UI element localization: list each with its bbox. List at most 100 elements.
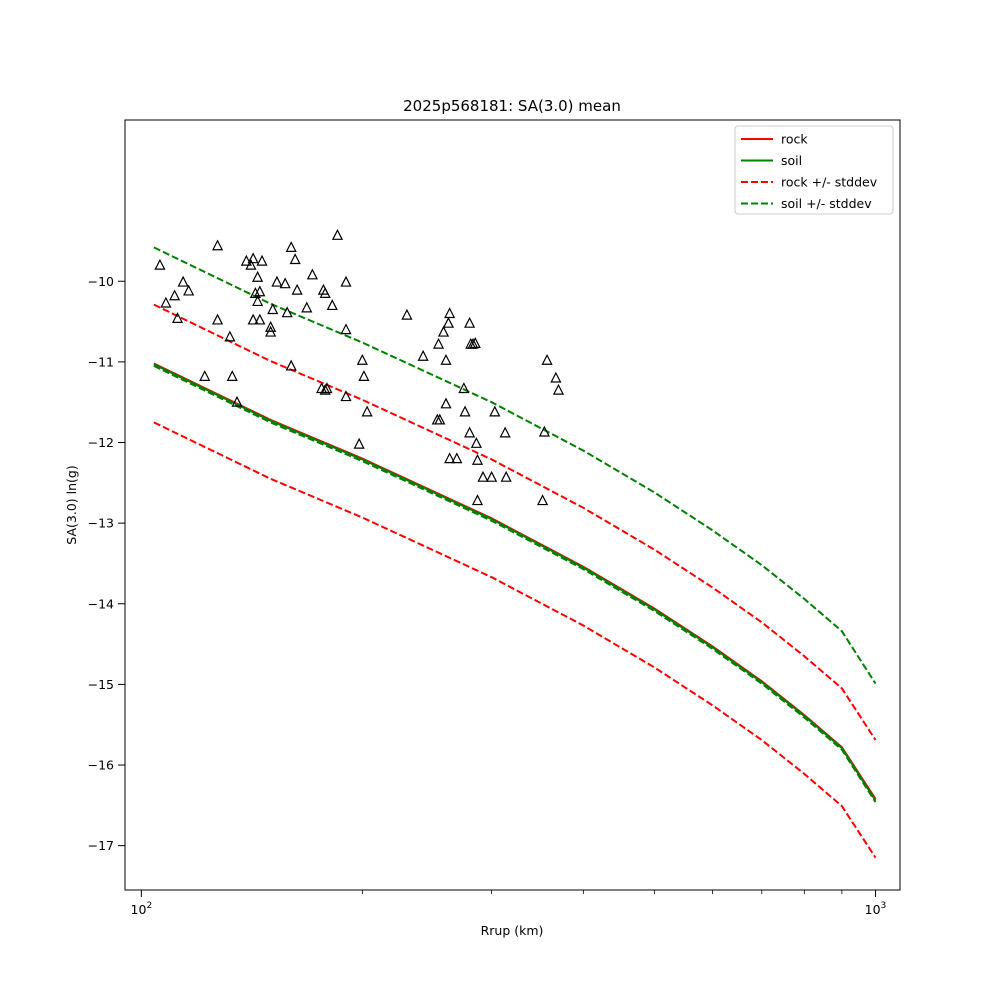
observation-marker xyxy=(477,470,489,482)
observation-marker xyxy=(486,470,498,482)
observation-marker xyxy=(401,308,413,320)
observation-marker xyxy=(489,405,501,417)
observation-marker xyxy=(247,313,259,325)
observation-marker xyxy=(183,284,195,296)
legend-label: soil +/- stddev xyxy=(781,196,872,211)
observation-marker xyxy=(340,275,352,287)
observation-marker xyxy=(361,405,373,417)
observation-marker xyxy=(340,390,352,402)
observation-marker xyxy=(254,285,266,297)
x-axis-label: Rrup (km) xyxy=(481,923,544,938)
observation-marker xyxy=(541,353,553,365)
observation-marker xyxy=(467,337,479,349)
legend-box xyxy=(734,125,894,215)
observation-marker xyxy=(285,241,297,252)
series-line-4 xyxy=(153,246,877,685)
observation-marker xyxy=(536,494,549,506)
observation-marker xyxy=(437,325,450,337)
y-tick-label: −17 xyxy=(88,838,114,853)
observation-marker xyxy=(249,287,261,298)
y-axis: −10 −11 −12 −13 −14 −15 −16 −17 xyxy=(88,274,125,853)
observation-marker xyxy=(319,287,331,298)
observation-marker xyxy=(301,301,313,313)
legend: rock soil rock +/- stddev soil +/- stddev xyxy=(734,125,894,215)
observation-marker xyxy=(265,320,277,332)
observation-marker xyxy=(550,371,562,383)
observation-marker xyxy=(552,383,565,395)
observation-marker xyxy=(444,307,456,319)
observation-marker xyxy=(459,405,471,417)
observation-marker xyxy=(500,470,512,482)
observation-marker xyxy=(281,306,293,318)
observation-marker xyxy=(252,295,264,307)
series-line-1 xyxy=(153,363,877,802)
observation-marker xyxy=(440,353,452,365)
observation-marker xyxy=(256,254,268,266)
y-tick-label: −13 xyxy=(88,516,114,531)
observation-marker xyxy=(451,452,463,464)
observation-marker xyxy=(254,313,266,325)
observation-marker xyxy=(464,426,476,438)
y-tick-label: −11 xyxy=(88,354,114,369)
observation-marker xyxy=(471,494,484,506)
observation-marker xyxy=(231,395,243,407)
chart-title: 2025p568181: SA(3.0) mean xyxy=(403,97,621,115)
observation-marker xyxy=(171,312,184,323)
observation-marker xyxy=(432,337,445,349)
observation-marker xyxy=(271,275,283,287)
observation-marker xyxy=(440,397,452,409)
observation-marker xyxy=(469,337,481,348)
y-tick-label: −16 xyxy=(88,758,114,773)
observation-marker xyxy=(265,325,277,337)
observation-marker xyxy=(356,353,368,365)
observation-marker xyxy=(240,254,252,266)
observation-marker xyxy=(417,349,429,361)
observation-marker xyxy=(306,268,318,280)
observation-marker xyxy=(211,239,224,251)
observation-marker xyxy=(252,270,264,282)
observation-marker xyxy=(319,383,331,395)
observation-marker xyxy=(279,277,291,289)
observation-marker xyxy=(247,252,259,264)
observation-marker xyxy=(340,323,352,335)
y-tick-label: −12 xyxy=(88,435,114,450)
observation-marker xyxy=(160,296,172,308)
observation-marker xyxy=(458,382,470,394)
series-layer xyxy=(153,246,877,859)
observation-marker xyxy=(358,370,370,381)
observation-marker xyxy=(464,316,476,328)
observation-marker xyxy=(538,425,550,437)
legend-label: rock xyxy=(781,132,808,147)
y-tick-label: −10 xyxy=(88,274,114,289)
y-tick-label: −15 xyxy=(88,677,114,692)
observations-layer xyxy=(154,228,565,506)
legend-label: soil xyxy=(781,153,802,168)
observation-marker xyxy=(291,283,303,295)
observation-marker xyxy=(353,437,365,449)
series-line-5 xyxy=(153,364,877,803)
series-line-2 xyxy=(153,303,877,741)
y-axis-label: SA(3.0) ln(g) xyxy=(64,465,79,544)
observation-marker xyxy=(326,299,338,311)
legend-label: rock +/- stddev xyxy=(781,175,878,190)
observation-marker xyxy=(321,382,333,394)
observation-marker xyxy=(154,258,166,270)
plot-frame xyxy=(124,119,901,891)
observation-marker xyxy=(199,370,211,381)
observation-marker xyxy=(470,437,482,448)
observation-marker xyxy=(211,313,224,325)
observation-marker xyxy=(444,452,456,464)
observation-marker xyxy=(289,253,301,265)
observation-marker xyxy=(499,426,511,438)
observation-marker xyxy=(177,275,189,287)
observation-marker xyxy=(169,289,181,301)
observation-marker xyxy=(224,330,236,342)
observation-marker xyxy=(442,316,455,328)
y-tick-label: −14 xyxy=(88,596,114,611)
observation-marker xyxy=(267,303,279,315)
observation-marker xyxy=(331,228,344,240)
observation-marker xyxy=(226,370,238,381)
observation-marker xyxy=(245,258,257,270)
observation-marker xyxy=(471,453,484,465)
